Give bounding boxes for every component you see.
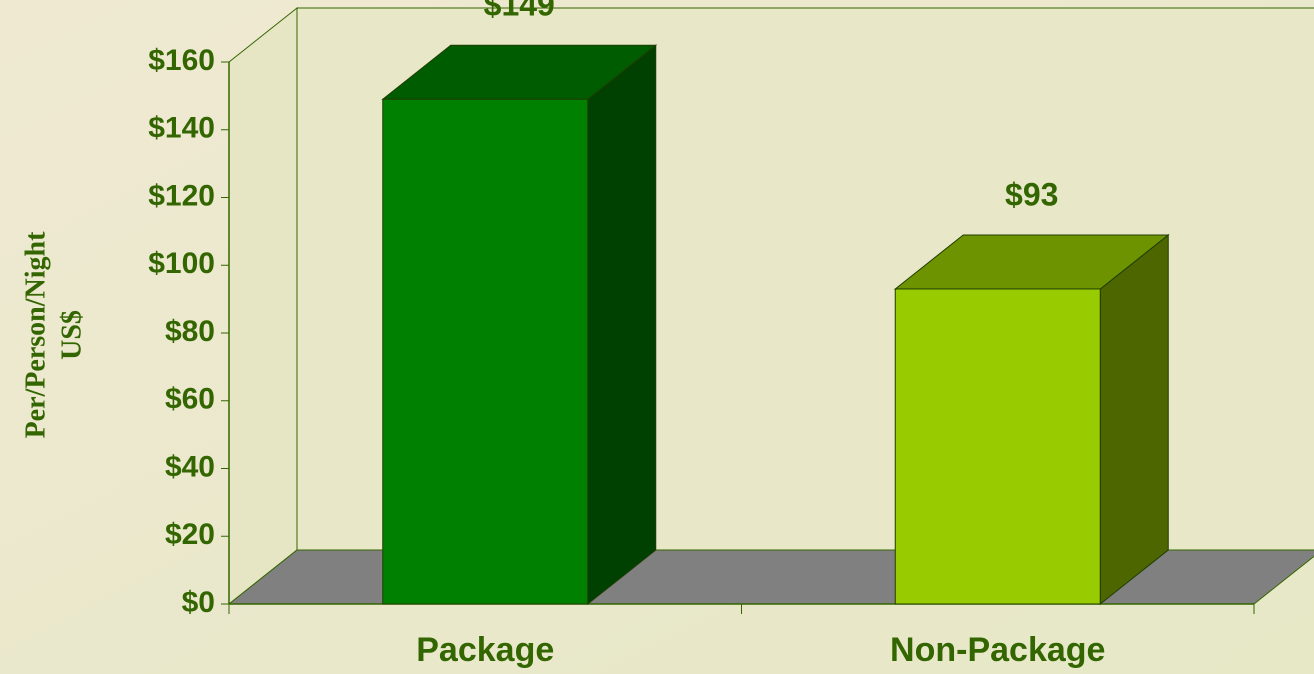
x-tick-label: Non-Package <box>890 631 1105 669</box>
y-tick-label: $80 <box>165 315 215 348</box>
y-tick-label: $60 <box>165 383 215 416</box>
value-label: $93 <box>1005 176 1058 212</box>
bar-side <box>1099 233 1169 606</box>
bar-side <box>587 44 657 606</box>
value-label: $149 <box>484 0 555 23</box>
side-wall <box>228 6 298 606</box>
y-tick-label: $140 <box>148 112 215 145</box>
y-axis-title-line: Per/Person/Night <box>20 231 51 439</box>
y-tick-label: $0 <box>182 586 215 619</box>
y-tick-label: $40 <box>165 450 215 483</box>
y-axis-title: Per/Person/Night US$ <box>20 231 87 439</box>
y-tick-label: $120 <box>148 179 215 212</box>
y-axis-title-line: US$ <box>56 310 87 360</box>
y-tick-label: $20 <box>165 518 215 551</box>
y-tick-label: $160 <box>148 44 215 77</box>
bar <box>894 288 1101 605</box>
x-tick-label: Package <box>416 631 554 669</box>
y-tick-label: $100 <box>148 247 215 280</box>
bar <box>382 98 589 605</box>
